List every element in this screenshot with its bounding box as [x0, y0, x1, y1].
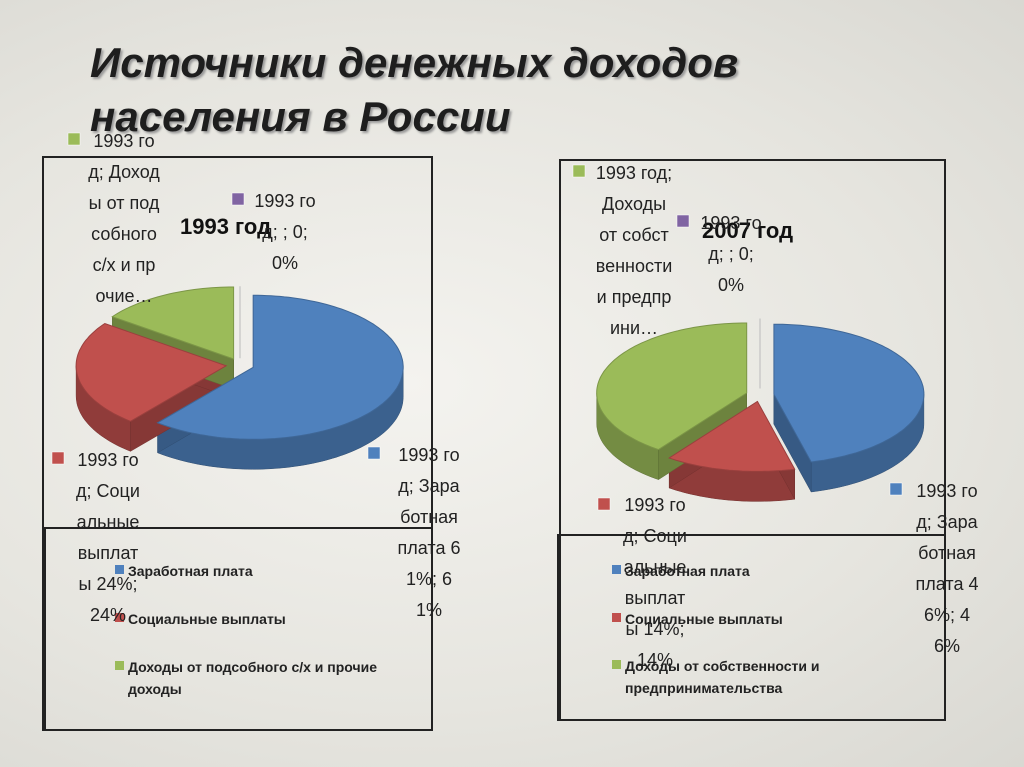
legend-entry: Социальные выплаты — [128, 611, 286, 627]
legend-entry: Социальные выплаты — [625, 611, 783, 627]
slice — [75, 322, 228, 422]
data-label: 1993 год; ; 0; 0% — [254, 191, 316, 273]
slice — [668, 400, 796, 472]
data-label: 1993 год; ; 0; 0% — [700, 213, 762, 295]
legend-marker — [612, 565, 621, 574]
legend-marker — [612, 613, 621, 622]
legend-marker — [115, 661, 124, 670]
label-marker — [597, 497, 611, 511]
slice — [596, 322, 748, 451]
slice — [111, 286, 235, 360]
data-label: 1993 год; Заработная плата 61%; 61% — [397, 445, 461, 620]
label-marker — [51, 451, 65, 465]
legend-entry: Доходы от собственности и предпринимател… — [625, 658, 820, 696]
legend-frame — [44, 527, 433, 731]
label-marker — [572, 164, 586, 178]
legend-marker — [115, 613, 124, 622]
legend-marker — [115, 565, 124, 574]
label-marker — [676, 214, 690, 228]
legend-entry: Заработная плата — [128, 563, 253, 579]
legend-entry: Доходы от подсобного с/х и прочие доходы — [128, 659, 378, 697]
chart-title: 1993 год — [180, 214, 272, 239]
data-label: 1993 год; Заработная плата 46%; 46% — [915, 481, 979, 656]
data-label: 1993 год; Социальные выплаты 24%; 24% — [76, 450, 140, 625]
slice — [773, 323, 925, 463]
chart-title: 2007 год — [702, 218, 794, 243]
data-label: 1993 год; Доходы от собственности и пред… — [595, 163, 673, 338]
legend-frame — [557, 534, 946, 721]
legend-marker — [612, 660, 621, 669]
data-label: 1993 год; Социальные выплаты 14%; 14% — [623, 495, 687, 670]
label-marker — [889, 482, 903, 496]
label-marker — [367, 446, 381, 460]
label-marker — [67, 132, 81, 146]
slide-title: Источники денежных доходов населения в Р… — [90, 39, 739, 140]
data-label: 1993 год; Доходы от подсобного с/х и про… — [88, 131, 160, 306]
label-marker — [231, 192, 245, 206]
slice — [156, 294, 404, 440]
legend-entry: Заработная плата — [625, 563, 750, 579]
